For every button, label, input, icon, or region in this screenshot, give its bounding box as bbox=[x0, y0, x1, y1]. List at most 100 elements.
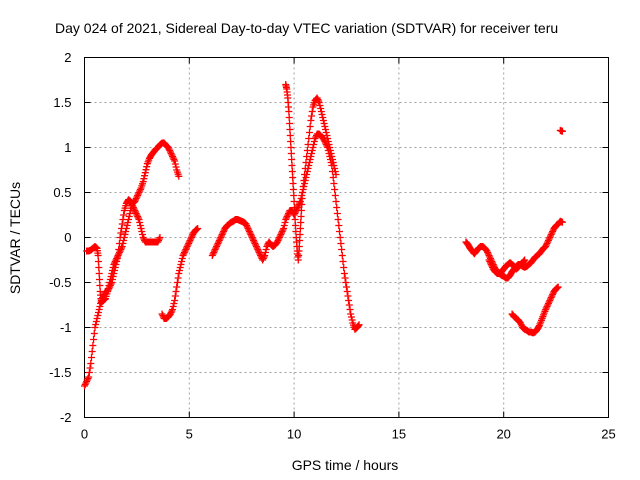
data-point bbox=[96, 282, 104, 289]
data-point bbox=[544, 301, 552, 309]
data-point bbox=[169, 154, 177, 162]
data-point bbox=[280, 222, 288, 229]
data-point bbox=[278, 228, 286, 235]
data-point bbox=[178, 255, 186, 262]
data-point bbox=[324, 135, 332, 142]
data-point bbox=[306, 156, 314, 163]
y-axis-label: SDTVAR / TECUs bbox=[7, 182, 23, 294]
data-point bbox=[521, 256, 529, 264]
x-tick-label: 10 bbox=[287, 427, 301, 442]
data-point bbox=[289, 174, 297, 181]
data-point bbox=[259, 256, 267, 264]
data-point bbox=[250, 238, 258, 246]
data-point bbox=[172, 163, 180, 171]
data-point bbox=[135, 216, 143, 223]
data-point bbox=[92, 321, 100, 328]
data-point bbox=[304, 141, 312, 148]
data-point bbox=[254, 247, 262, 255]
data-point bbox=[546, 234, 554, 241]
data-point bbox=[545, 298, 553, 306]
data-point bbox=[135, 189, 143, 196]
data-point bbox=[194, 225, 202, 232]
data-point bbox=[112, 256, 120, 264]
data-point bbox=[85, 373, 93, 381]
data-point bbox=[305, 135, 313, 142]
data-point bbox=[336, 234, 344, 241]
data-point bbox=[83, 378, 91, 385]
data-point bbox=[327, 150, 335, 157]
data-point bbox=[216, 235, 224, 243]
data-point bbox=[133, 193, 141, 201]
data-point bbox=[108, 270, 116, 277]
data-point bbox=[303, 153, 311, 160]
data-point bbox=[114, 252, 122, 259]
data-point bbox=[544, 300, 552, 307]
data-point bbox=[251, 240, 259, 247]
data-point bbox=[131, 198, 139, 205]
y-tick-label: 0 bbox=[64, 230, 71, 245]
data-point bbox=[167, 309, 175, 316]
data-point bbox=[554, 283, 562, 291]
data-point bbox=[281, 219, 289, 226]
data-point bbox=[183, 244, 191, 252]
data-point bbox=[330, 180, 338, 187]
data-point bbox=[282, 214, 290, 222]
data-point bbox=[214, 240, 222, 247]
data-point bbox=[331, 192, 339, 199]
data-point bbox=[105, 282, 113, 289]
data-point bbox=[217, 234, 225, 241]
data-point bbox=[115, 250, 123, 258]
x-tick-label: 0 bbox=[81, 427, 88, 442]
data-point bbox=[485, 256, 493, 264]
data-point bbox=[168, 307, 176, 315]
data-point bbox=[548, 229, 556, 237]
data-point bbox=[484, 249, 492, 256]
data-point bbox=[486, 259, 494, 267]
data-point bbox=[94, 309, 102, 316]
data-point bbox=[347, 313, 355, 321]
data-point bbox=[558, 127, 566, 135]
data-point bbox=[292, 228, 300, 235]
data-point bbox=[261, 249, 269, 256]
data-point bbox=[90, 330, 98, 337]
data-point bbox=[338, 252, 346, 259]
data-point bbox=[308, 112, 316, 120]
data-point bbox=[298, 201, 306, 208]
data-point bbox=[245, 228, 253, 235]
data-point bbox=[348, 316, 356, 324]
data-point bbox=[173, 283, 181, 291]
data-point bbox=[166, 147, 174, 154]
data-point bbox=[296, 225, 304, 232]
data-point bbox=[84, 375, 92, 382]
data-point bbox=[219, 229, 227, 237]
data-point bbox=[81, 382, 88, 390]
data-point bbox=[309, 144, 317, 151]
data-point bbox=[253, 244, 261, 252]
data-point bbox=[260, 253, 268, 261]
data-point bbox=[520, 257, 528, 265]
data-point bbox=[93, 315, 101, 322]
data-point bbox=[177, 261, 185, 268]
data-point bbox=[81, 381, 89, 388]
data-point bbox=[332, 198, 340, 205]
data-point bbox=[118, 243, 126, 250]
data-point bbox=[340, 264, 348, 271]
data-point bbox=[517, 321, 525, 328]
data-point bbox=[92, 318, 100, 325]
data-point bbox=[139, 178, 147, 186]
data-point bbox=[276, 232, 284, 240]
data-point bbox=[82, 379, 90, 387]
data-point bbox=[126, 210, 134, 217]
data-point bbox=[210, 247, 218, 255]
data-point bbox=[545, 235, 553, 243]
data-point bbox=[208, 252, 216, 259]
data-point bbox=[317, 108, 325, 115]
data-point bbox=[344, 292, 352, 300]
data-point bbox=[94, 312, 102, 319]
data-point bbox=[181, 247, 189, 255]
data-point bbox=[94, 252, 102, 259]
x-tick-label: 25 bbox=[601, 427, 615, 442]
data-point bbox=[134, 192, 142, 199]
data-point bbox=[262, 246, 270, 253]
